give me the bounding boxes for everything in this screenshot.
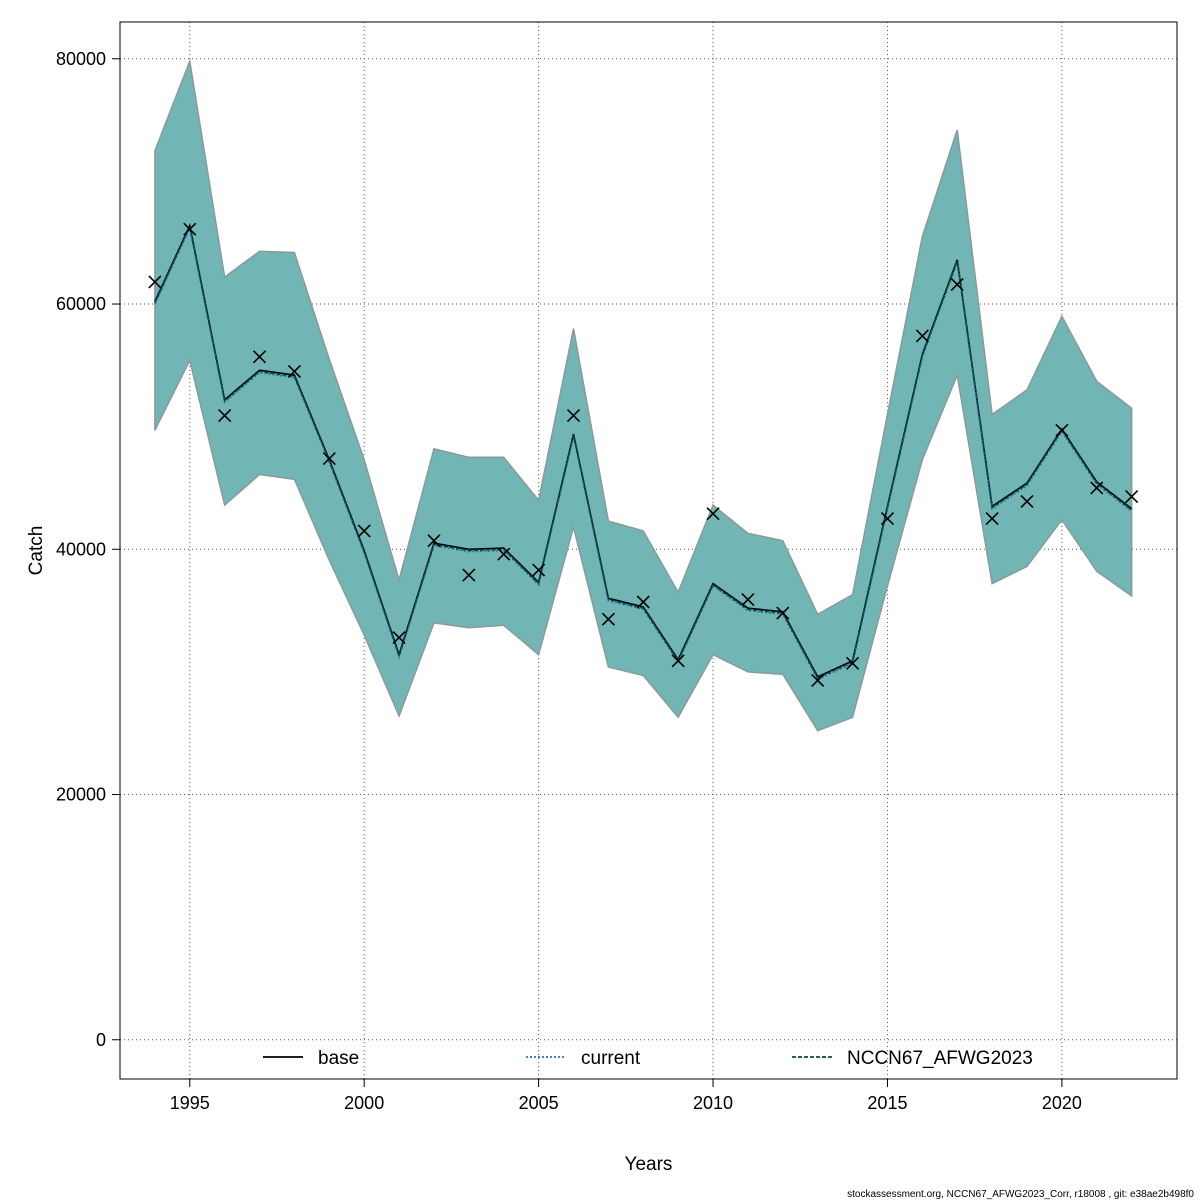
legend-label-2: NCCN67_AFWG2023 xyxy=(847,1048,1033,1069)
observation-stroke xyxy=(183,222,197,236)
observation-point xyxy=(741,592,755,607)
observation-stroke xyxy=(776,606,790,620)
observation-stroke xyxy=(950,277,964,291)
observation-point xyxy=(880,512,895,526)
observation-point xyxy=(532,563,546,577)
observation-point xyxy=(1090,481,1104,495)
observation-point xyxy=(357,524,371,538)
observation-point xyxy=(148,275,162,289)
observation-stroke xyxy=(392,630,406,645)
observation-point xyxy=(950,277,964,291)
observation-stroke xyxy=(985,512,999,526)
axis-ticks: 1995 2000 2005 2010 2015 2020 0 20000 40000 60000… xyxy=(56,49,1082,1113)
y-tick-label: 40000 xyxy=(56,539,106,559)
observation-stroke xyxy=(322,451,336,466)
observation-point xyxy=(671,654,685,668)
observation-stroke xyxy=(1055,423,1069,437)
observation-stroke xyxy=(741,592,755,607)
observation-point xyxy=(218,409,232,423)
y-tick-label: 20000 xyxy=(56,785,106,805)
observation-point xyxy=(915,329,929,343)
observation-stroke xyxy=(636,595,650,609)
observation-point xyxy=(252,350,267,364)
observation-point xyxy=(392,630,406,645)
observation-stroke xyxy=(846,656,860,670)
series-lines xyxy=(154,222,1133,681)
x-tick-label: 2010 xyxy=(693,1093,733,1113)
series-line-1 xyxy=(154,225,1133,681)
legend-label-0: base xyxy=(318,1048,359,1069)
observation-point xyxy=(287,364,301,379)
observation-stroke xyxy=(566,409,581,423)
observation-stroke xyxy=(218,409,232,423)
observation-stroke xyxy=(671,654,685,668)
observation-point xyxy=(636,595,650,609)
legend: base current NCCN67_AFWG2023 xyxy=(263,1048,1033,1069)
observation-point xyxy=(462,568,476,582)
observation-point xyxy=(566,409,581,423)
series-line-2 xyxy=(154,224,1133,680)
x-tick-label: 2000 xyxy=(344,1093,384,1113)
x-tick-label: 2015 xyxy=(867,1093,907,1113)
observation-point xyxy=(1020,494,1034,509)
observation-stroke xyxy=(287,364,301,379)
y-tick-label: 0 xyxy=(96,1030,106,1050)
observation-stroke xyxy=(915,329,929,343)
x-axis-title: Years xyxy=(625,1154,673,1175)
observation-stroke xyxy=(601,612,615,626)
observation-stroke xyxy=(1090,481,1104,495)
observation-point xyxy=(846,656,860,670)
observation-stroke xyxy=(1020,494,1034,509)
y-axis-title: Catch xyxy=(26,526,47,576)
observation-point xyxy=(1125,489,1139,504)
observation-point xyxy=(811,673,825,688)
x-tick-label: 2005 xyxy=(519,1093,559,1113)
observation-point xyxy=(183,222,197,236)
observation-stroke xyxy=(252,350,267,364)
observation-stroke xyxy=(357,524,371,538)
y-tick-label: 60000 xyxy=(56,294,106,314)
y-tick-label: 80000 xyxy=(56,49,106,69)
observation-stroke xyxy=(880,512,895,526)
observation-stroke xyxy=(706,507,720,521)
x-tick-label: 2020 xyxy=(1042,1093,1082,1113)
observation-point xyxy=(776,606,790,620)
observation-point xyxy=(497,547,511,561)
confidence-band xyxy=(154,58,1133,732)
observation-point xyxy=(706,507,720,521)
footer-credit: stockassessment.org, NCCN67_AFWG2023_Cor… xyxy=(847,1189,1194,1200)
observation-point xyxy=(427,534,441,548)
observation-stroke xyxy=(532,563,546,577)
observation-stroke xyxy=(497,547,511,561)
observation-stroke xyxy=(811,673,825,688)
observation-point xyxy=(601,612,615,626)
observation-stroke xyxy=(148,275,162,289)
legend-label-1: current xyxy=(581,1048,641,1069)
plot-frame xyxy=(119,21,1178,1080)
observation-stroke xyxy=(1125,489,1139,504)
observation-point xyxy=(1055,423,1069,437)
observation-markers xyxy=(148,222,1139,688)
observation-point xyxy=(985,512,999,526)
observation-stroke xyxy=(462,568,476,582)
x-tick-label: 1995 xyxy=(170,1093,210,1113)
observation-stroke xyxy=(427,534,441,548)
observation-point xyxy=(322,451,336,466)
